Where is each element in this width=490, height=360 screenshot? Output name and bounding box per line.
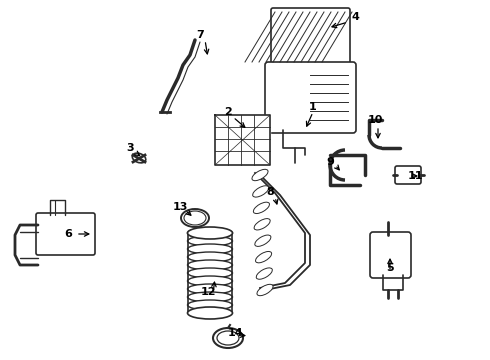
Ellipse shape [188, 260, 232, 270]
Ellipse shape [213, 328, 243, 348]
Ellipse shape [255, 235, 271, 246]
Ellipse shape [257, 284, 273, 296]
Text: 4: 4 [351, 12, 359, 22]
Ellipse shape [188, 300, 232, 310]
Ellipse shape [188, 227, 232, 239]
Text: 2: 2 [224, 107, 232, 117]
Ellipse shape [188, 236, 232, 246]
Text: 12: 12 [200, 287, 216, 297]
FancyBboxPatch shape [265, 62, 356, 133]
Ellipse shape [188, 252, 232, 262]
Ellipse shape [188, 292, 232, 302]
Text: 9: 9 [326, 157, 334, 167]
FancyBboxPatch shape [36, 213, 95, 255]
Ellipse shape [254, 219, 270, 230]
Text: 10: 10 [368, 115, 383, 125]
Ellipse shape [184, 211, 206, 225]
Ellipse shape [253, 186, 269, 197]
Ellipse shape [188, 307, 232, 319]
FancyBboxPatch shape [395, 166, 421, 184]
Ellipse shape [188, 244, 232, 254]
Text: 7: 7 [196, 30, 204, 40]
Polygon shape [215, 115, 270, 165]
Ellipse shape [255, 252, 271, 263]
FancyBboxPatch shape [271, 8, 350, 67]
Ellipse shape [188, 268, 232, 278]
Ellipse shape [256, 268, 272, 279]
Text: 13: 13 [172, 202, 188, 212]
Ellipse shape [181, 209, 209, 227]
Ellipse shape [217, 331, 239, 345]
Text: 11: 11 [407, 171, 423, 181]
Text: 1: 1 [309, 102, 317, 112]
Text: 5: 5 [386, 263, 394, 273]
Ellipse shape [252, 169, 268, 181]
Text: 3: 3 [126, 143, 134, 153]
FancyBboxPatch shape [370, 232, 411, 278]
Ellipse shape [253, 202, 270, 213]
Ellipse shape [188, 276, 232, 286]
Text: 14: 14 [227, 328, 243, 338]
Ellipse shape [188, 284, 232, 294]
Text: 8: 8 [266, 187, 274, 197]
Ellipse shape [188, 228, 232, 238]
Ellipse shape [132, 153, 146, 163]
Text: 6: 6 [64, 229, 72, 239]
